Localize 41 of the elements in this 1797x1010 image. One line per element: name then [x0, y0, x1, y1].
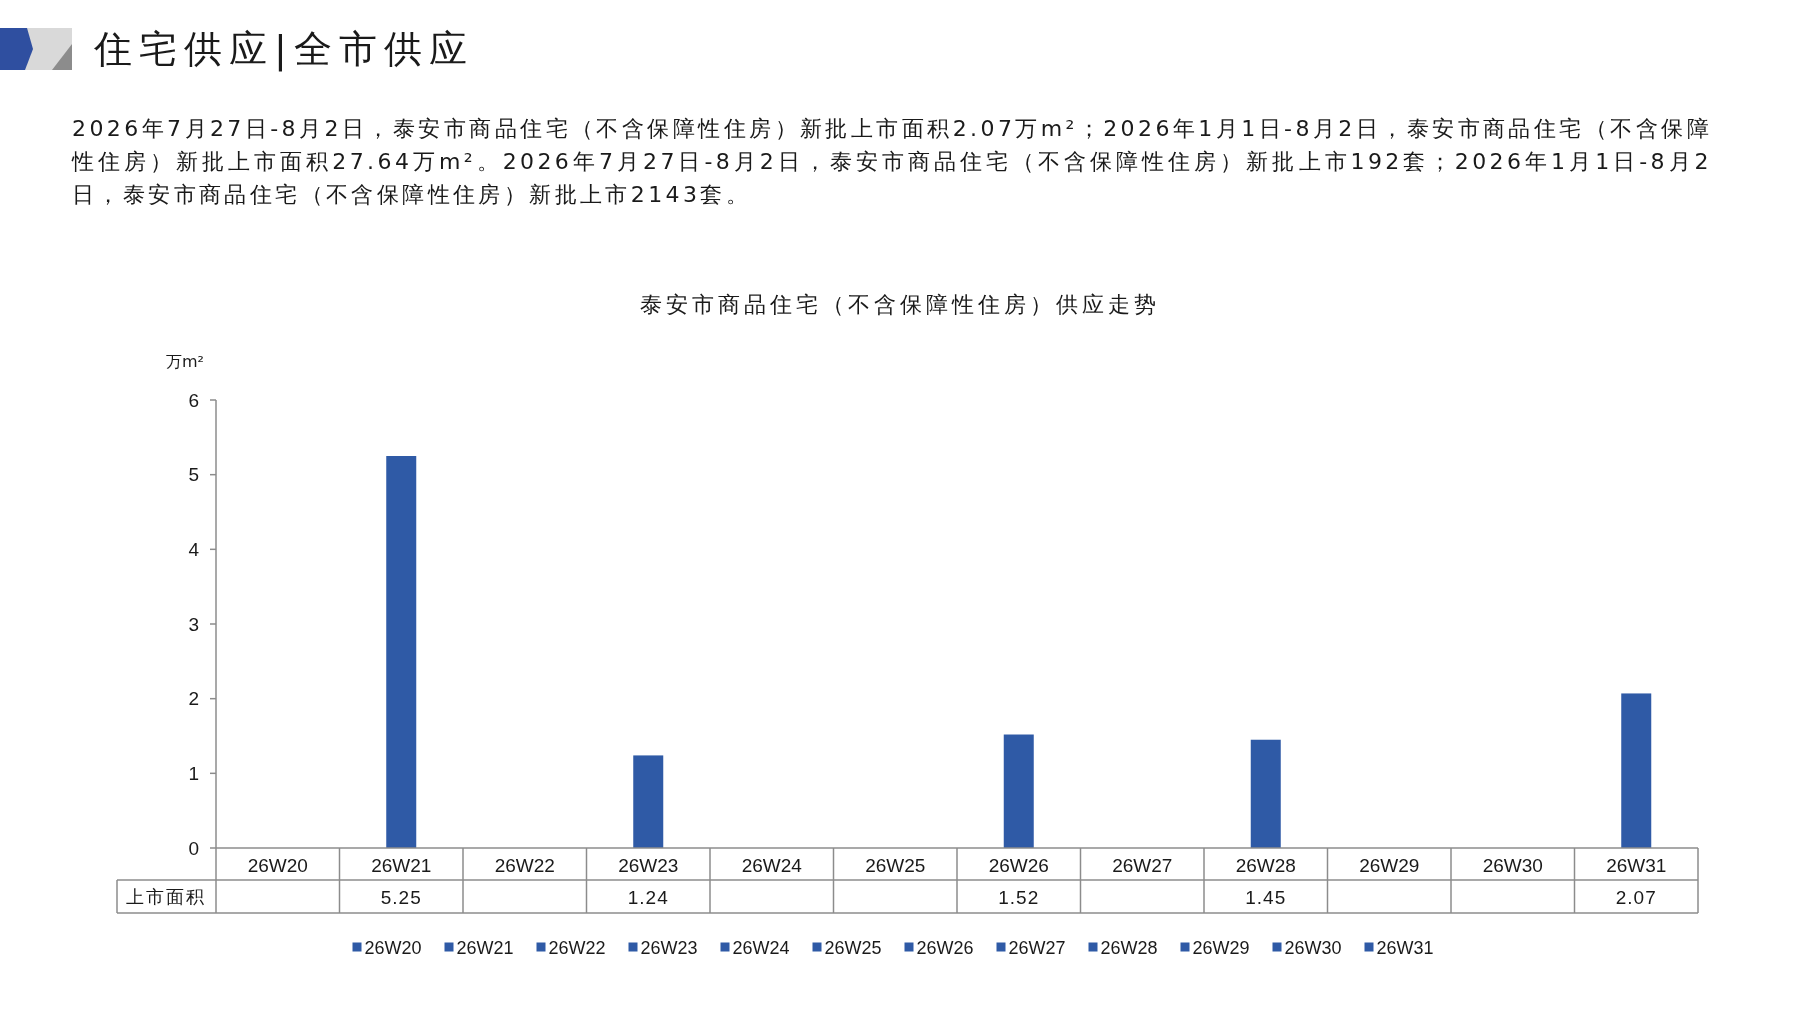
legend-label: 26W24 [732, 938, 790, 958]
x-tick-label: 26W23 [618, 854, 679, 876]
x-tick-label: 26W30 [1482, 854, 1543, 876]
x-tick-label: 26W29 [1359, 854, 1420, 876]
x-tick-label: 26W22 [494, 854, 555, 876]
data-label: 5.25 [380, 887, 422, 908]
x-tick-label: 26W21 [371, 854, 432, 876]
y-tick-label: 5 [188, 464, 199, 486]
text: 2026年7月27日-8月2日，泰安市商品住宅（不含保障性住房）新批上市面积2.07万m²；2026年1月1日-8月2日，泰安市商品住宅（不含保障性住房）新批上市面积27.64万m²。2026年7月27日-8月2日，泰安市商品住宅（不含保障性住房）新批上市192套；2026年1月1日-8月2日，泰安市商品住宅（不含保障性住房）新批上市2143套。 [72, 115, 1712, 209]
data-label: 1.45 [1245, 887, 1287, 908]
legend-label: 26W30 [1284, 938, 1342, 958]
x-tick-label: 26W31 [1606, 854, 1667, 876]
y-axis-title: 万m² [166, 351, 204, 371]
x-tick-label: 26W20 [247, 854, 308, 876]
y-tick-label: 3 [188, 613, 199, 635]
legend-label: 26W28 [1100, 938, 1158, 958]
y-tick-label: 6 [188, 389, 199, 411]
x-tick-label: 26W28 [1235, 854, 1296, 876]
legend-label: 26W22 [548, 938, 606, 958]
legend-label: 26W29 [1192, 938, 1250, 958]
data-label: 1.24 [627, 887, 669, 908]
y-tick-label: 4 [188, 538, 200, 560]
legend-label: 26W31 [1376, 938, 1434, 958]
y-tick-label: 2 [188, 688, 199, 710]
legend-label: 26W23 [640, 938, 698, 958]
y-tick-label: 1 [188, 762, 199, 784]
legend-label: 26W27 [1008, 938, 1066, 958]
legend-label: 26W20 [364, 938, 422, 958]
chart-title: 泰安市商品住宅（不含保障性住房）供应走势 [640, 291, 1160, 317]
text: 上市面积 [126, 886, 206, 907]
data-label: 1.52 [998, 887, 1040, 908]
legend-label: 26W26 [916, 938, 974, 958]
legend-label: 26W25 [824, 938, 882, 958]
x-tick-label: 26W27 [1112, 854, 1173, 876]
x-tick-label: 26W24 [741, 854, 803, 876]
y-tick-label: 0 [188, 837, 199, 859]
data-label: 2.07 [1615, 887, 1657, 908]
legend-label: 26W21 [456, 938, 514, 958]
x-tick-label: 26W25 [865, 854, 926, 876]
x-tick-label: 26W26 [988, 854, 1049, 876]
text: 住宅供应|全市供应 [94, 26, 474, 74]
